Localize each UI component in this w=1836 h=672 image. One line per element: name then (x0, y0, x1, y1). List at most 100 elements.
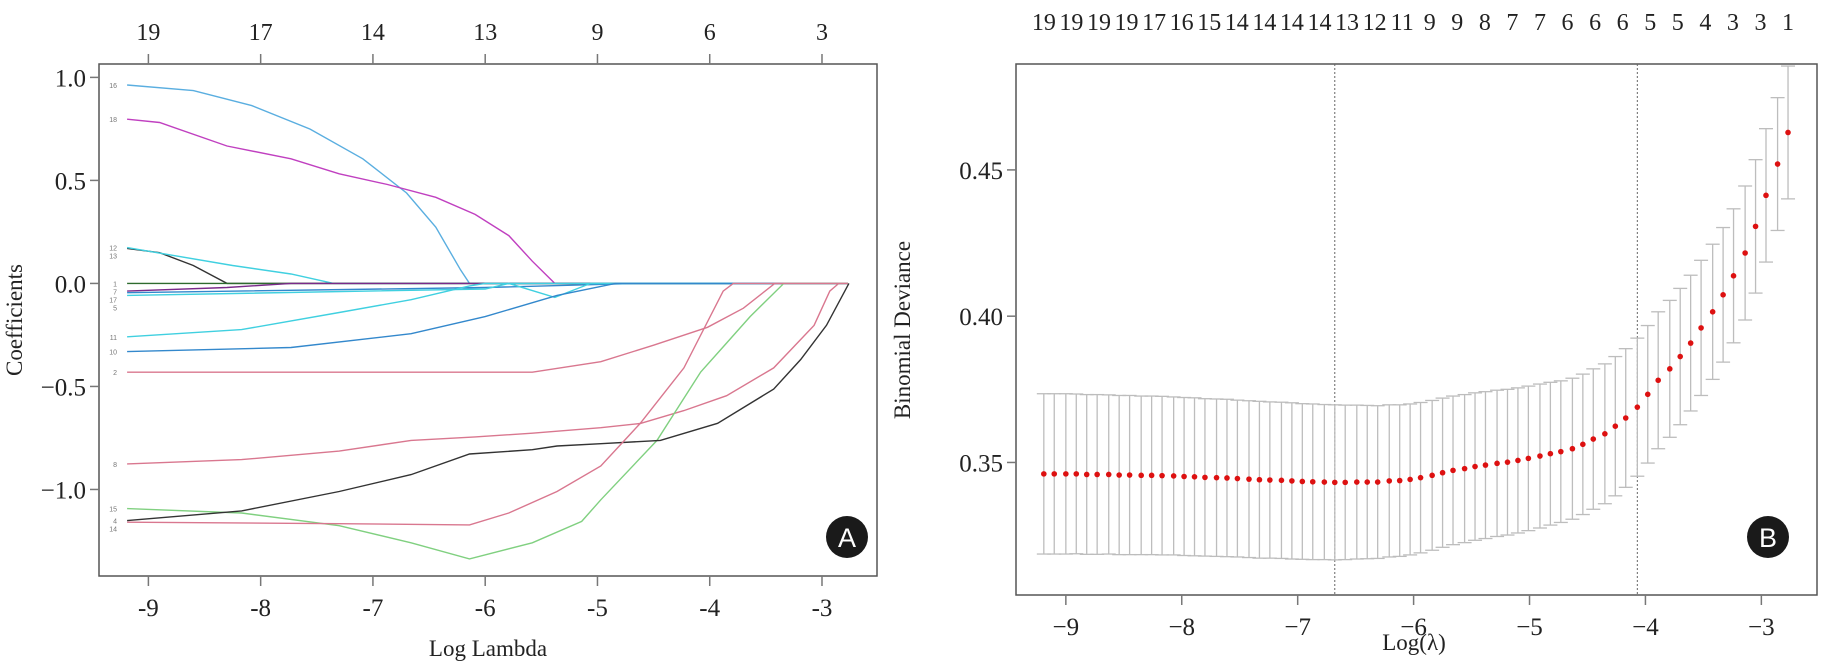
top-axis-label: 1 (1782, 10, 1794, 36)
deviance-point (1396, 477, 1403, 484)
coefficient-line-5 (127, 282, 848, 299)
deviance-point (1181, 473, 1187, 480)
line-label: 2 (113, 370, 117, 377)
top-axis-label: 14 (1225, 10, 1249, 36)
line-label: 4 (113, 519, 117, 526)
top-axis-label: 9 (591, 20, 603, 46)
deviance-point (1407, 476, 1413, 483)
x-tick-label: −3 (1748, 614, 1775, 641)
top-axis-label: 19 (136, 20, 160, 46)
deviance-point (1666, 366, 1673, 372)
deviance-point (1558, 448, 1564, 455)
top-axis-label: 14 (361, 20, 385, 46)
deviance-point (1634, 404, 1641, 410)
deviance-point (1246, 476, 1252, 482)
x-tick-label: −4 (1632, 614, 1659, 641)
deviance-point (1472, 463, 1478, 470)
line-label: 18 (109, 117, 117, 124)
coefficient-line-4 (127, 283, 850, 522)
deviance-point (1213, 474, 1220, 481)
y-axis-title-b: Binomial Deviance (890, 241, 915, 419)
x-axis-title-a: Log Lambda (429, 636, 547, 661)
deviance-point (1073, 471, 1080, 477)
deviance-point (1612, 423, 1619, 429)
top-axis-label: 17 (1142, 10, 1166, 36)
x-tick-label: −5 (1516, 614, 1543, 641)
top-axis-label: 6 (1589, 10, 1601, 36)
top-axis-label: 7 (1506, 10, 1518, 36)
line-label: 13 (109, 254, 117, 261)
top-axis-label: 19 (1115, 10, 1139, 36)
y-tick-label: 0.35 (959, 450, 1003, 477)
deviance-point (1354, 479, 1360, 485)
line-label: 16 (109, 83, 117, 90)
deviance-point (1742, 250, 1748, 256)
top-axis-label: 9 (1424, 10, 1436, 36)
top-axis-label: 15 (1197, 10, 1221, 36)
top-axis-label: 16 (1170, 10, 1194, 36)
badge-b (1747, 516, 1789, 558)
deviance-point (1580, 441, 1586, 448)
top-axis-label: 19 (1032, 10, 1056, 36)
deviance-point (1461, 465, 1468, 472)
top-axis-label: 6 (704, 20, 716, 46)
y-tick-label: 0.40 (959, 304, 1003, 331)
plot-frame-b (1015, 63, 1818, 596)
top-axis-label: 5 (1644, 10, 1656, 36)
coefficient-lines (126, 84, 850, 560)
y-tick-label: 0.0 (55, 271, 86, 298)
x-tick-label: −8 (1168, 614, 1195, 641)
deviance-point (1094, 471, 1100, 478)
deviance-point (1063, 471, 1069, 477)
coefficient-line-2 (127, 282, 848, 373)
deviance-point (1234, 475, 1241, 482)
top-axis-label: 11 (1391, 10, 1414, 36)
badge-b-label: B (1759, 523, 1777, 553)
deviance-point (1482, 462, 1489, 468)
x-axis-title-b: Log(λ) (1382, 630, 1446, 655)
deviance-point (1730, 273, 1737, 279)
y-tick-label: 0.45 (959, 158, 1003, 185)
line-label: 7 (113, 289, 117, 296)
coefficient-line-16 (127, 84, 848, 285)
deviance-point (1083, 471, 1090, 478)
deviance-point (1525, 455, 1532, 462)
y-tick-label: 0.5 (55, 168, 86, 195)
axes-a: -9 -8 -7 -6 -5 -4 -31.00.50.0−0.5−1.019 17 14 13 9… (41, 20, 833, 622)
top-axis-label: 6 (1617, 10, 1629, 36)
deviance-point (1537, 453, 1543, 459)
deviance-point (1429, 472, 1435, 479)
top-axis-label: 6 (1562, 10, 1574, 36)
deviance-point (1170, 473, 1177, 479)
top-axis-label: 9 (1451, 10, 1463, 36)
deviance-point (1386, 478, 1393, 484)
deviance-point (1126, 472, 1133, 478)
deviance-point (1331, 479, 1338, 486)
coefficient-line-18 (127, 118, 848, 285)
deviance-point (1289, 478, 1295, 484)
deviance-point (1321, 479, 1328, 485)
top-axis-label: 19 (1059, 10, 1083, 36)
y-tick-label: −1.0 (41, 477, 86, 504)
top-axis-label: 7 (1534, 10, 1546, 36)
x-tick-label: −6 (1400, 614, 1427, 641)
deviance-point (1267, 477, 1273, 483)
deviance-point (1224, 475, 1230, 481)
deviance-point (1202, 474, 1208, 481)
deviance-point (1569, 445, 1576, 452)
deviance-point (1774, 161, 1781, 167)
deviance-point (1504, 459, 1511, 465)
line-label: 8 (113, 462, 117, 469)
coefficient-line-10 (127, 282, 848, 353)
deviance-point (1191, 474, 1198, 480)
top-axis-label: 12 (1363, 10, 1387, 36)
deviance-point (1105, 471, 1112, 478)
x-tick-label: -9 (138, 595, 159, 622)
line-label: 10 (109, 350, 117, 357)
deviance-point (1309, 478, 1316, 485)
deviance-point (1299, 478, 1306, 485)
coefficient-line-14 (127, 282, 848, 526)
deviance-point (1709, 309, 1716, 315)
top-axis-label: 19 (1087, 10, 1111, 36)
